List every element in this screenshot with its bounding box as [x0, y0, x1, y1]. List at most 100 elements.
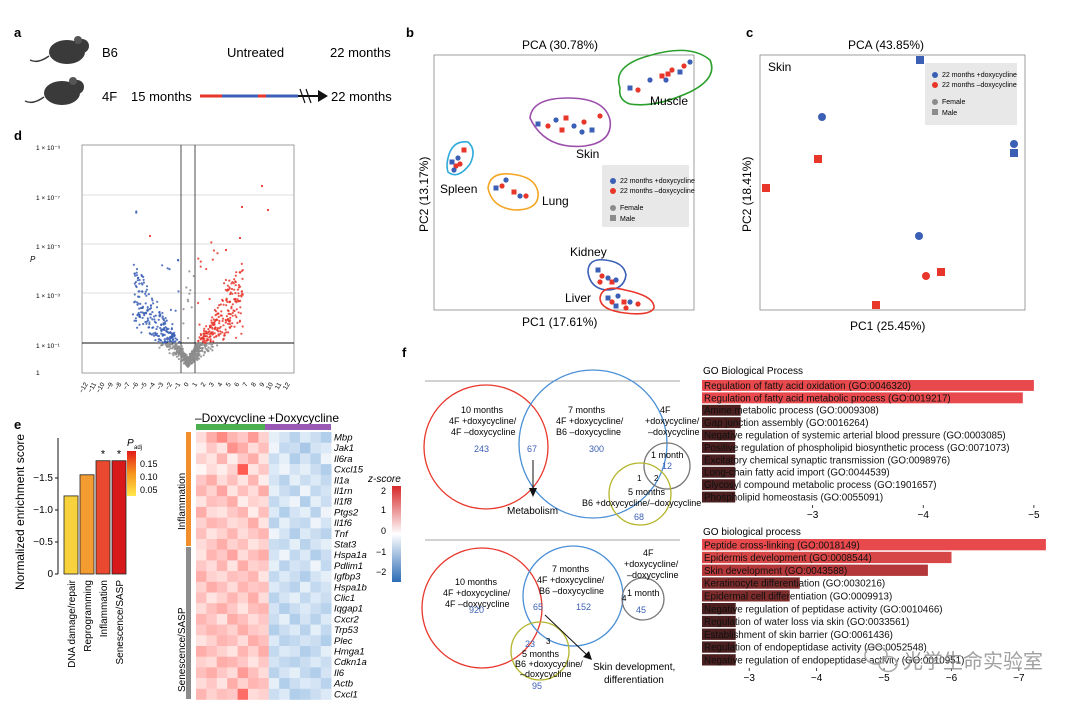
volcano-point — [234, 274, 237, 277]
volcano-point — [220, 314, 223, 317]
pca-b-point — [665, 71, 671, 77]
volcano-xtick: 4 — [217, 381, 225, 388]
heatmap-cell — [248, 560, 259, 572]
volcano-point — [205, 330, 208, 333]
volcano-point — [230, 282, 233, 285]
v2-annotation-a: Skin development, — [593, 662, 675, 673]
pca-b-point — [609, 279, 615, 285]
heatmap-cell — [320, 464, 332, 476]
heatmap-cell — [216, 656, 228, 668]
volcano-point — [197, 352, 200, 355]
pca-c-point — [814, 155, 822, 163]
volcano-point — [241, 325, 244, 328]
pca-c-point — [1010, 140, 1018, 148]
heatmap-cell — [227, 517, 238, 529]
pca-c-point — [922, 272, 930, 280]
volcano-point — [137, 295, 140, 298]
go2-tick-label: −4 — [811, 673, 823, 684]
volcano-point — [216, 318, 219, 321]
volcano-point — [211, 345, 214, 348]
heatmap-cell — [227, 613, 238, 625]
heatmap-cell — [300, 496, 311, 508]
4f-end-age: 22 months — [331, 89, 392, 104]
go2-bar-7 — [702, 628, 736, 640]
go2-bar-1 — [702, 551, 952, 564]
volcano-point — [217, 315, 220, 319]
heatmap-cell — [258, 485, 270, 497]
volcano-point — [138, 307, 141, 310]
volcano-point — [239, 312, 242, 315]
heatmap-cell — [206, 656, 218, 668]
pca-c-points — [762, 56, 1018, 309]
volcano-point — [217, 333, 220, 336]
volcano-point — [215, 335, 218, 338]
heatmap-cell — [196, 442, 207, 454]
go2-term-3: Keratinocyte differentiation (GO:0030216… — [704, 579, 885, 590]
pca-b-point — [681, 63, 687, 69]
volcano-point — [134, 284, 137, 287]
volcano-point — [168, 352, 171, 355]
pca-b-point — [523, 193, 529, 199]
volcano-point — [211, 331, 214, 334]
heatmap-cell — [227, 571, 238, 583]
heatmap-cell — [268, 528, 280, 540]
volcano-point — [172, 345, 175, 348]
go1-term-6: Excitatory chemical synaptic transmissio… — [704, 455, 950, 466]
heatmap-cell — [258, 432, 270, 443]
pca-c-point — [762, 184, 770, 192]
heatmap-cell — [248, 453, 259, 465]
v1-1m: 1 month — [651, 450, 684, 460]
heatmap-cell — [237, 635, 249, 647]
volcano-point — [226, 284, 229, 287]
volcano-point — [227, 312, 230, 315]
go2-bar-2 — [702, 564, 928, 576]
heatmap-cell — [268, 613, 280, 625]
heatmap-cell — [300, 635, 311, 647]
heatmap: MbpJak1Il6raCxcl15Il1aIl1rnIl1f8Ptgs2Il1… — [196, 432, 367, 700]
heatmap-cell — [196, 432, 207, 443]
volcano-point — [177, 357, 180, 361]
volcano-ytick: 1 — [36, 370, 40, 377]
volcano-point — [159, 313, 162, 317]
go1-tick-label: −4 — [918, 510, 930, 521]
volcano-point — [133, 293, 136, 296]
heatmap-cell — [216, 624, 228, 636]
volcano-ylabel: P — [30, 255, 36, 264]
go1-tick-label: −5 — [1028, 510, 1040, 521]
v2-5m-a: B6 +doxycycline/ — [515, 659, 583, 669]
heatmap-cell — [196, 506, 207, 518]
volcano-point — [227, 322, 230, 325]
go2-term-2: Skin development (GO:0043588) — [704, 566, 847, 577]
heatmap-cell — [216, 571, 228, 583]
volcano-point — [149, 316, 152, 319]
volcano-point — [135, 274, 139, 277]
volcano-point — [240, 205, 244, 209]
volcano-point — [182, 356, 185, 359]
volcano-point — [152, 302, 155, 305]
volcano-point — [209, 340, 212, 343]
volcano-ytick: 1 × 10⁻⁹ — [36, 145, 61, 152]
volcano-point — [226, 318, 229, 321]
pca-c-point — [937, 268, 945, 276]
heatmap-cell — [279, 528, 290, 540]
go1-bar-9 — [702, 491, 736, 503]
heatmap-cell — [206, 474, 218, 486]
v1-n2: 2 — [654, 474, 659, 483]
heatmap-cell — [279, 678, 290, 690]
volcano-point — [234, 284, 237, 287]
venn-2 — [421, 545, 665, 681]
pca-b-point — [517, 193, 523, 199]
volcano-point — [146, 317, 149, 320]
volcano-point — [234, 280, 237, 283]
hm-plus-bar — [265, 424, 331, 430]
z-tick-0: 0 — [381, 526, 386, 536]
v1-n68: 68 — [634, 512, 644, 522]
volcano-point — [218, 322, 221, 325]
heatmap-cell — [237, 496, 249, 508]
volcano-ytick: 1 × 10⁻⁵ — [36, 244, 61, 251]
volcano-point — [213, 323, 216, 326]
volcano-point — [222, 338, 225, 341]
heatmap-gene-label: Stat3 — [334, 540, 357, 551]
heatmap-gene-label: Hspa1a — [334, 550, 367, 561]
heatmap-cell — [279, 560, 290, 572]
